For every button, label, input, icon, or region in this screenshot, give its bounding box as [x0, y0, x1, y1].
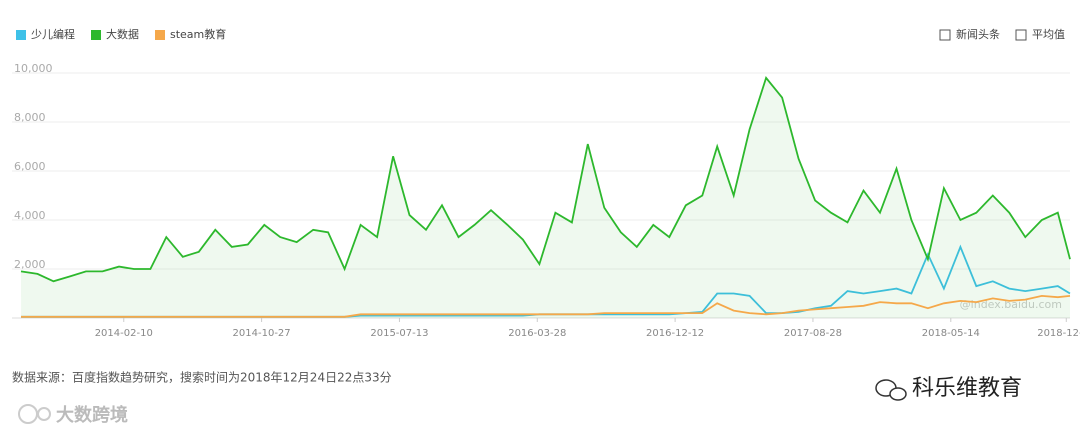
legend-swatch [155, 30, 165, 40]
source-note: 数据来源：百度指数趋势研究，搜索时间为2018年12月24日22点33分 [12, 370, 392, 385]
checkbox[interactable] [939, 29, 951, 41]
checkbox[interactable] [1015, 29, 1027, 41]
x-tick-label: 2018-05-14 [922, 328, 980, 339]
x-tick-label: 2017-08-28 [784, 328, 842, 339]
watermark: @index.baidu.com [960, 298, 1062, 311]
wechat-icon [889, 387, 907, 401]
series-line [21, 294, 1071, 318]
legend-label: 大数据 [106, 27, 139, 41]
x-tick-label: 2018-12-17 [1037, 328, 1080, 339]
series-line [20, 76, 1071, 283]
x-tick-label: 2014-02-10 [95, 328, 153, 339]
control-label[interactable]: 平均值 [1032, 28, 1065, 41]
control-label[interactable]: 新闻头条 [956, 27, 1000, 41]
x-tick-label: 2014-10-27 [233, 328, 291, 339]
y-tick-label: 6,000 [14, 160, 46, 173]
x-tick-label: 2016-03-28 [508, 328, 566, 339]
brand-icon [37, 407, 51, 421]
legend-label: 少儿编程 [31, 27, 75, 41]
legend-swatch [16, 30, 26, 40]
brand-right: 科乐维教育 [912, 376, 1022, 401]
y-tick-label: 2,000 [14, 258, 46, 271]
x-tick-label: 2015-07-13 [370, 328, 428, 339]
legend-swatch [91, 30, 101, 40]
y-tick-label: 8,000 [14, 111, 46, 124]
brand-left: 大数跨境 [56, 404, 128, 426]
y-tick-label: 10,000 [14, 62, 53, 75]
area [21, 77, 1070, 319]
x-tick-label: 2016-12-12 [646, 328, 704, 339]
brand-icon [18, 404, 38, 424]
y-tick-label: 4,000 [14, 209, 46, 222]
legend-label: steam教育 [170, 27, 226, 41]
